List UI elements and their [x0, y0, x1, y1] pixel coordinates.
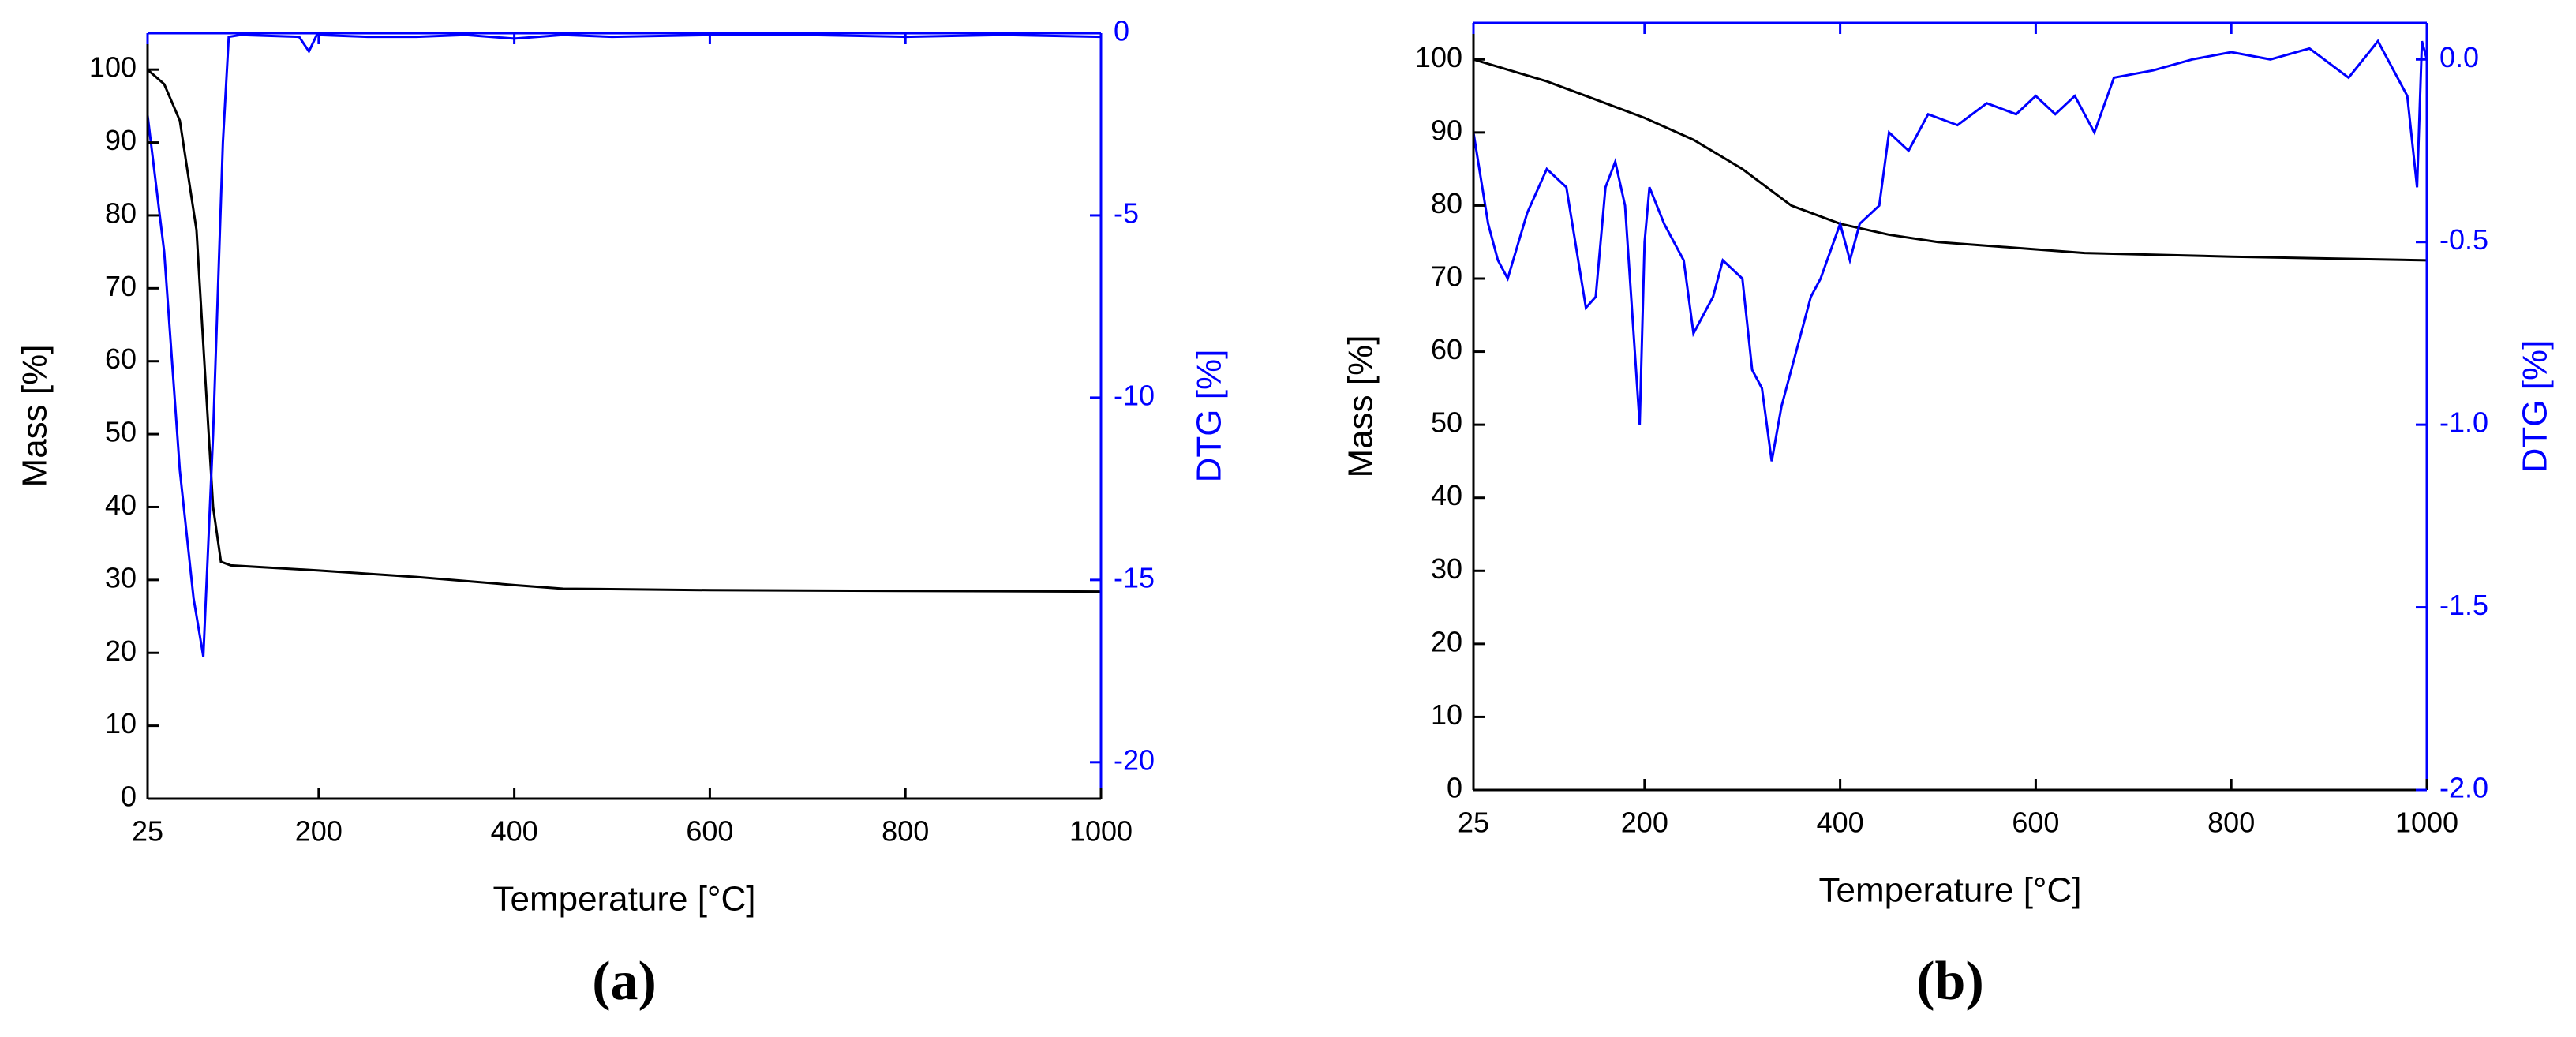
y-tick-label: 60: [105, 343, 137, 375]
y-tick-label: 20: [1431, 625, 1462, 657]
y-axis-label: Mass [%]: [16, 345, 54, 488]
y-tick-label: 90: [105, 124, 137, 156]
y2-tick-label: -10: [1114, 379, 1155, 411]
x-tick-label: 200: [1621, 807, 1668, 839]
y-tick-label: 100: [1415, 41, 1462, 73]
y2-tick-label: 0: [1114, 15, 1129, 47]
x-tick-label: 800: [882, 815, 929, 848]
caption: (b): [1916, 951, 1984, 1012]
y-tick-label: 70: [1431, 260, 1462, 293]
x-tick-label: 400: [1817, 807, 1864, 839]
y-tick-label: 80: [105, 197, 137, 229]
y2-tick-label: -1.5: [2439, 589, 2488, 621]
y2-axis-label: DTG [%]: [1190, 350, 1229, 483]
x-axis-label: Temperature [°C]: [492, 880, 755, 919]
y-tick-label: 100: [89, 51, 137, 84]
caption: (a): [592, 951, 657, 1012]
x-tick-label: 200: [295, 815, 343, 848]
x-axis-label: Temperature [°C]: [1818, 871, 2081, 910]
y-tick-label: 70: [105, 270, 137, 302]
x-tick-label: 600: [686, 815, 733, 848]
y2-tick-label: 0.0: [2439, 41, 2479, 73]
y2-axis-label: DTG [%]: [2516, 340, 2555, 474]
y-tick-label: 60: [1431, 333, 1462, 365]
data-line: [146, 33, 1102, 657]
y-tick-label: 30: [105, 561, 137, 593]
y2-tick-label: -20: [1114, 743, 1155, 776]
y-tick-label: 10: [105, 707, 137, 739]
y-tick-label: 0: [1447, 772, 1462, 804]
y2-tick-label: -15: [1114, 561, 1155, 593]
y-tick-label: 40: [105, 489, 137, 521]
y2-tick-label: -1.0: [2439, 406, 2488, 439]
data-line: [147, 69, 1102, 593]
x-tick-label: 1000: [2395, 807, 2458, 839]
y-tick-label: 20: [105, 635, 137, 667]
y2-tick-label: -0.5: [2439, 223, 2488, 256]
x-tick-label: 1000: [1069, 815, 1133, 848]
data-line: [1472, 39, 2428, 462]
y2-tick-label: -2.0: [2439, 772, 2488, 804]
y-tick-label: 10: [1431, 698, 1462, 731]
x-tick-label: 400: [491, 815, 538, 848]
y-tick-label: 90: [1431, 114, 1462, 146]
x-tick-label: 25: [1458, 807, 1489, 839]
y-tick-label: 50: [1431, 406, 1462, 439]
x-tick-label: 25: [132, 815, 163, 848]
y-tick-label: 80: [1431, 187, 1462, 219]
y-tick-label: 30: [1431, 552, 1462, 585]
y2-tick-label: -5: [1114, 197, 1139, 229]
x-tick-label: 800: [2207, 807, 2255, 839]
x-tick-label: 600: [2012, 807, 2059, 839]
y-axis-label: Mass [%]: [1342, 335, 1380, 478]
y-tick-label: 50: [105, 416, 137, 448]
data-line: [1473, 58, 2428, 262]
y-tick-label: 0: [121, 781, 137, 813]
y-tick-label: 40: [1431, 479, 1462, 511]
